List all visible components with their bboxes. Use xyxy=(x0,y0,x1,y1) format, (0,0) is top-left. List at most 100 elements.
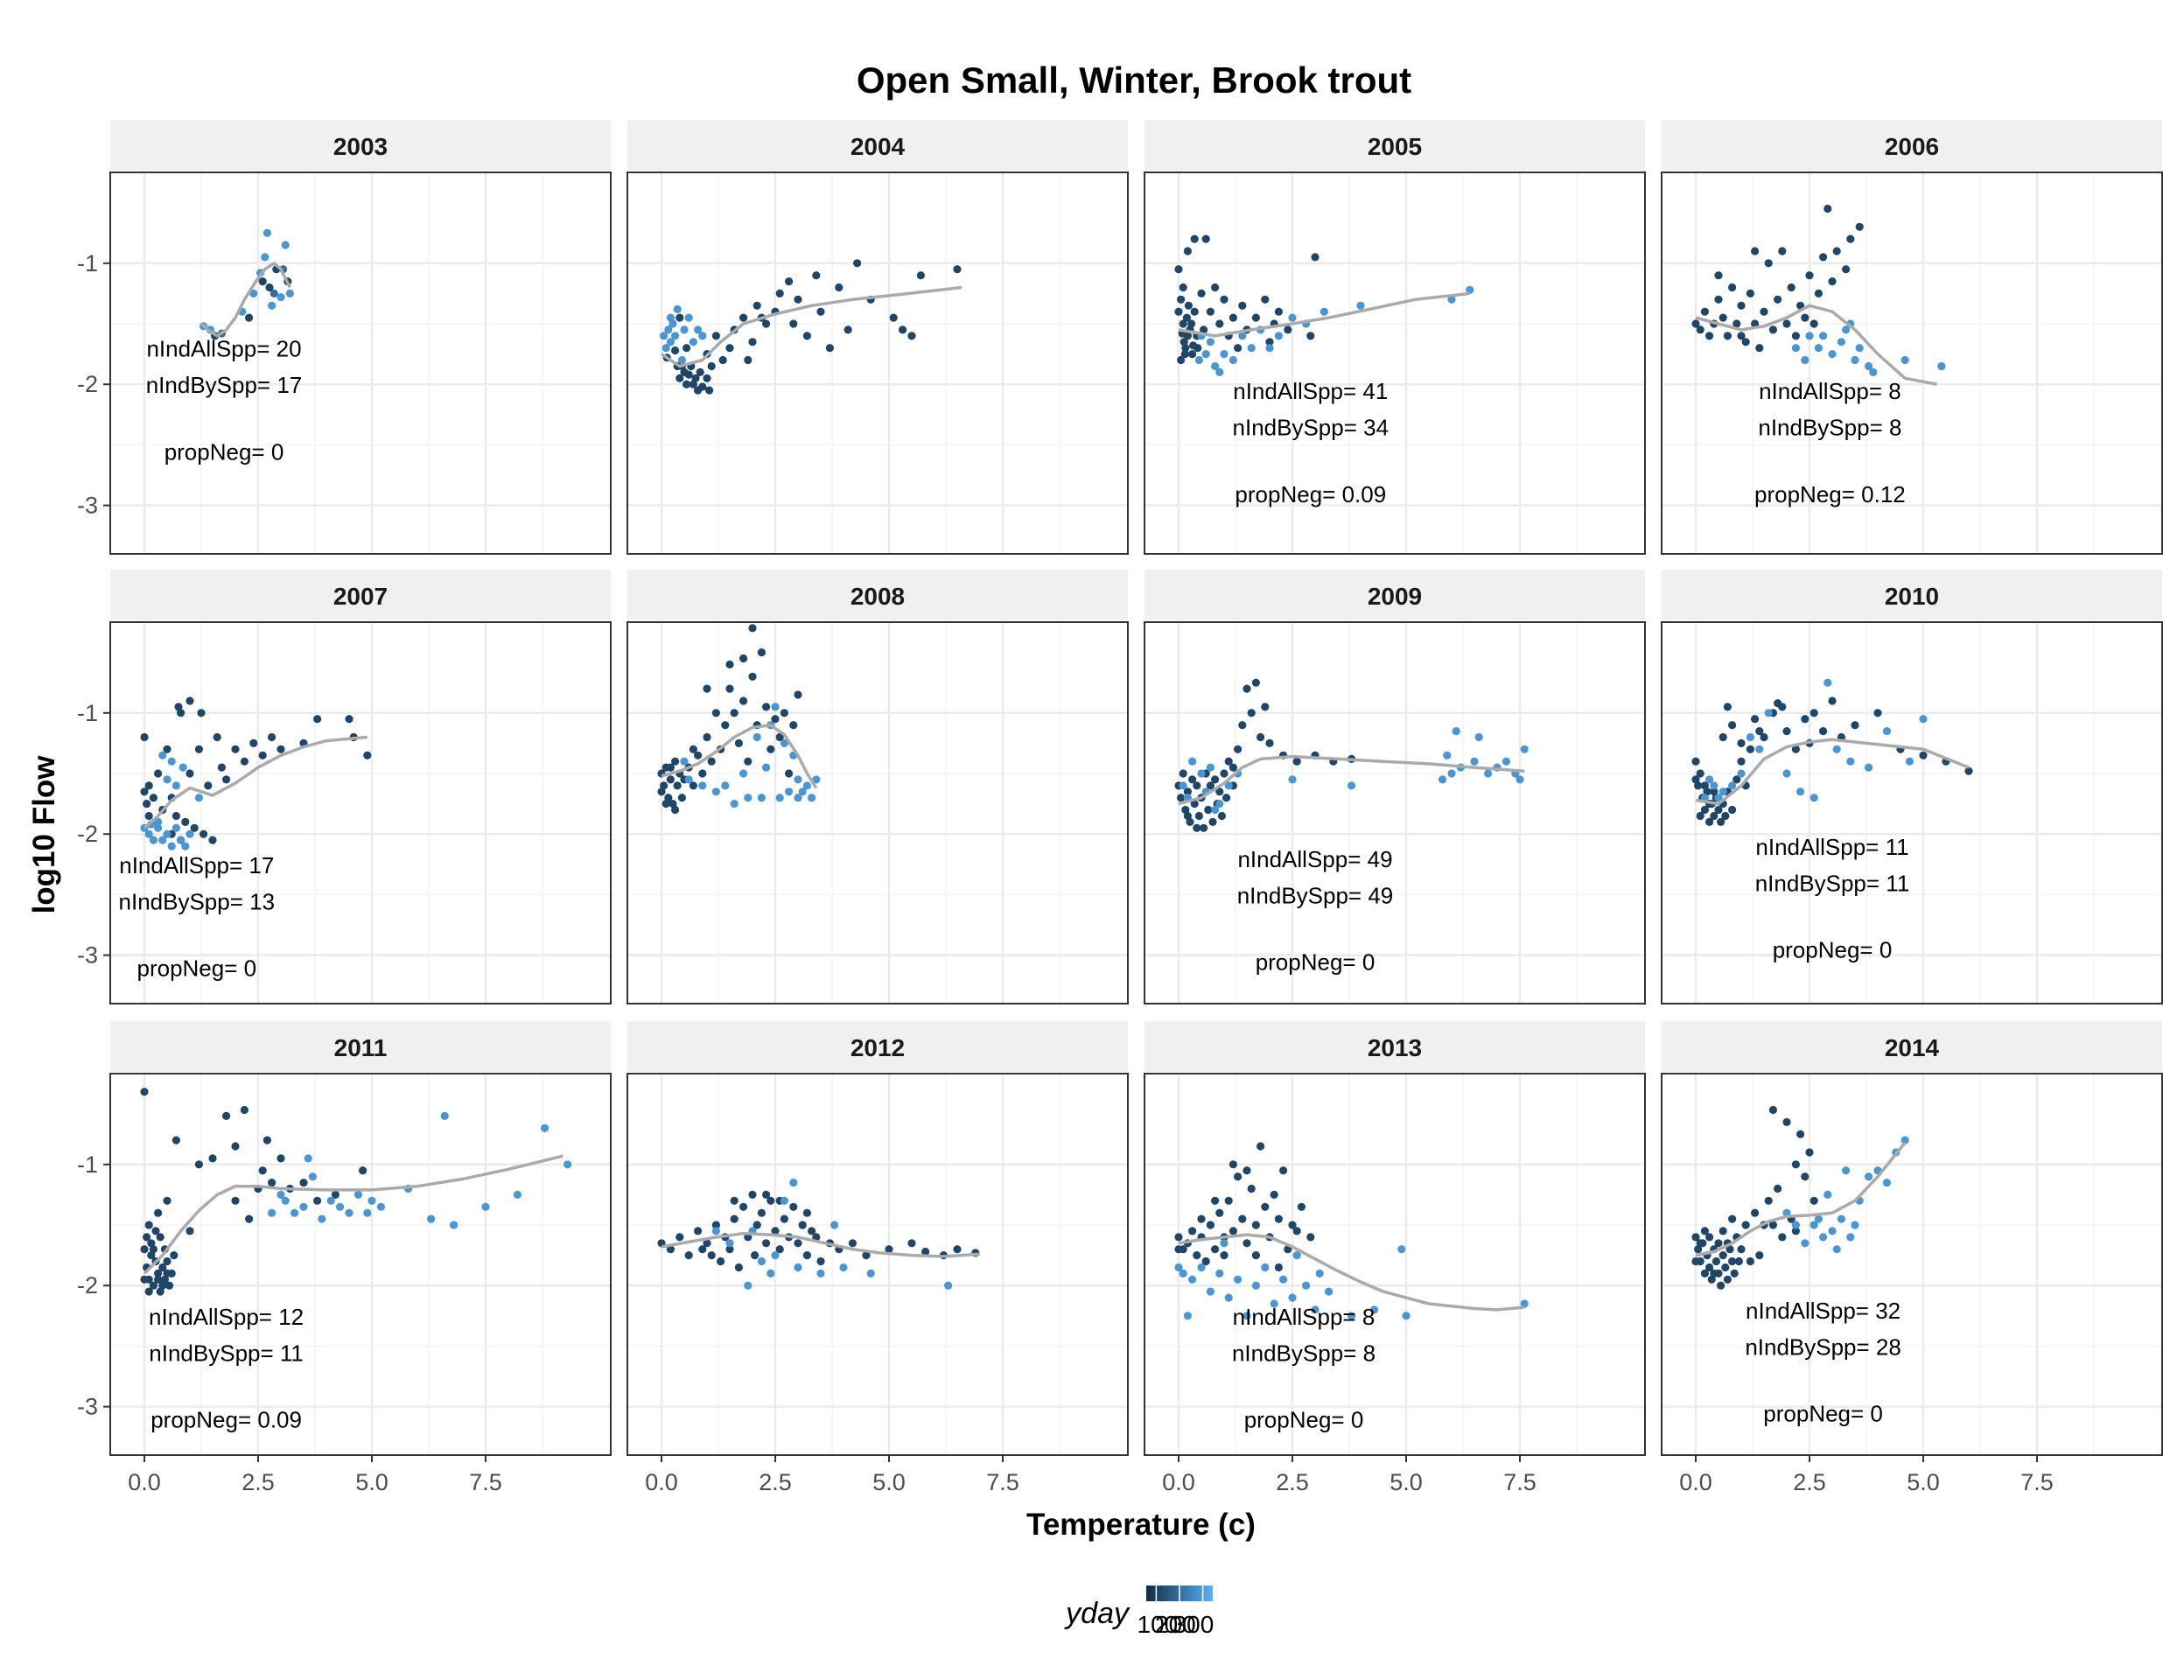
data-point xyxy=(1452,727,1460,736)
data-point xyxy=(1242,1239,1251,1248)
data-point xyxy=(802,1208,812,1217)
data-point xyxy=(684,370,693,379)
data-point xyxy=(1177,295,1186,304)
data-point xyxy=(1714,805,1723,815)
stat-nind-all: nIndAllSpp= 12 xyxy=(149,1304,304,1330)
panel-background xyxy=(1144,1074,1645,1455)
data-point xyxy=(752,732,761,742)
data-point xyxy=(1211,283,1220,292)
stat-nind-all: nIndAllSpp= 41 xyxy=(1233,378,1388,404)
data-point xyxy=(1279,1275,1288,1284)
data-point xyxy=(1251,678,1260,687)
data-point xyxy=(1208,817,1217,827)
data-point xyxy=(1919,715,1928,724)
data-point xyxy=(717,1256,725,1266)
data-point xyxy=(1206,338,1214,346)
data-point xyxy=(1828,696,1837,705)
data-point xyxy=(1721,811,1730,821)
data-point xyxy=(217,763,226,772)
data-point xyxy=(789,1202,798,1211)
data-point xyxy=(698,781,707,790)
panel-background xyxy=(627,172,1128,554)
facet-strip xyxy=(627,120,1128,171)
data-point xyxy=(1700,805,1709,815)
data-point xyxy=(1869,368,1878,376)
data-point xyxy=(1274,307,1283,316)
data-point xyxy=(231,745,240,753)
data-point xyxy=(1778,1233,1787,1242)
data-point xyxy=(1796,301,1805,310)
data-point xyxy=(1824,678,1832,687)
data-point xyxy=(666,763,676,772)
data-point xyxy=(798,1221,807,1229)
data-point xyxy=(725,684,734,693)
data-point xyxy=(249,738,258,748)
data-point xyxy=(1774,1184,1782,1194)
facet-strip xyxy=(627,570,1128,620)
data-point xyxy=(258,277,267,286)
data-point xyxy=(1182,313,1191,322)
data-point xyxy=(1292,1251,1301,1260)
facet-strip xyxy=(1144,570,1645,620)
smooth-line xyxy=(661,1231,981,1258)
data-point xyxy=(186,769,194,778)
data-point xyxy=(816,307,825,316)
y-tick-label: -3 xyxy=(77,1394,98,1420)
data-point xyxy=(1696,769,1704,778)
panel-border xyxy=(1661,1073,2163,1456)
data-point xyxy=(1710,1269,1718,1278)
data-point xyxy=(668,319,677,328)
data-point xyxy=(1181,805,1190,815)
data-point xyxy=(281,241,290,249)
data-point xyxy=(1746,732,1754,742)
data-point xyxy=(1194,355,1203,365)
facet-label: 2007 xyxy=(333,583,388,610)
data-point xyxy=(151,1227,160,1236)
x-tick-label: 7.5 xyxy=(986,1469,1019,1495)
data-point xyxy=(1737,738,1746,748)
data-point xyxy=(1204,805,1213,815)
data-point xyxy=(1174,1233,1183,1242)
data-point xyxy=(1261,1263,1270,1272)
smooth-line xyxy=(1695,304,1937,386)
data-point xyxy=(299,1202,308,1211)
smooth-line xyxy=(1695,738,1970,806)
data-point xyxy=(276,293,285,302)
data-point xyxy=(1234,1172,1242,1181)
data-point xyxy=(1292,1227,1301,1236)
data-point xyxy=(744,355,752,365)
panel-2012: 2012 0.0 2.5 5.0 7.5 xyxy=(626,1021,1129,1495)
x-axis-title: Temperature (c) xyxy=(1026,1508,1256,1542)
facet-label: 2009 xyxy=(1368,583,1422,610)
data-point xyxy=(147,1251,156,1260)
panel-background xyxy=(110,172,611,554)
data-point xyxy=(270,289,278,298)
data-point xyxy=(730,1196,738,1205)
data-point xyxy=(680,757,689,766)
data-point xyxy=(1726,1245,1734,1254)
data-point xyxy=(694,751,703,760)
data-point xyxy=(240,1105,248,1115)
data-point xyxy=(707,1251,716,1260)
data-point xyxy=(143,1233,151,1242)
x-tick-label: 0.0 xyxy=(128,1469,161,1495)
data-point xyxy=(734,1263,744,1272)
data-point xyxy=(1728,1256,1737,1266)
data-point xyxy=(156,1233,164,1242)
data-point xyxy=(1782,319,1791,328)
data-point xyxy=(657,788,666,796)
data-point xyxy=(1810,709,1818,718)
data-point xyxy=(1520,1299,1529,1308)
smooth-line xyxy=(1695,1141,1907,1257)
data-point xyxy=(1215,319,1224,328)
data-points xyxy=(1174,678,1529,832)
stat-prop-neg: propNeg= 0.09 xyxy=(150,1406,302,1432)
data-point xyxy=(1824,204,1832,214)
data-point xyxy=(1721,1263,1730,1272)
panel-border xyxy=(1661,621,2163,1004)
data-point xyxy=(1728,283,1737,292)
data-point xyxy=(1190,307,1199,316)
panel-border xyxy=(1661,172,2163,555)
data-point xyxy=(154,823,163,832)
data-point xyxy=(794,1263,802,1272)
